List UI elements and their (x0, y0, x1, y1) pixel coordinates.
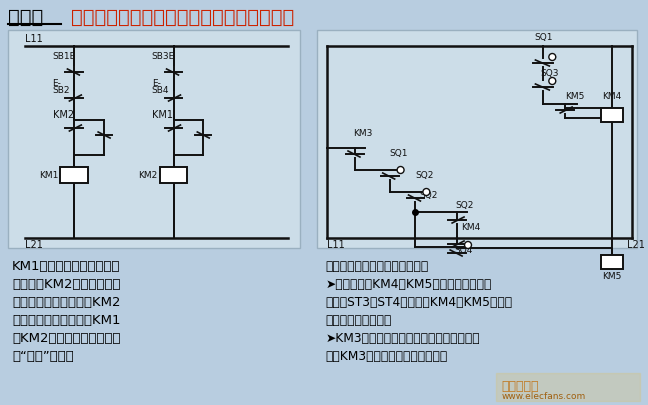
Text: SQ3: SQ3 (540, 69, 559, 78)
Text: L11: L11 (327, 240, 345, 250)
Text: 触点就将KM2接触器的线圈: 触点就将KM2接触器的线圈 (12, 278, 121, 291)
Bar (496, 373, 640, 401)
Text: L11: L11 (25, 34, 43, 44)
Circle shape (423, 188, 430, 196)
Text: ➤KM3得电主轴旋转后，才允许接通进给回: ➤KM3得电主轴旋转后，才允许接通进给回 (325, 332, 480, 345)
Text: KM1: KM1 (39, 171, 58, 179)
Text: E-: E- (152, 79, 161, 88)
Bar (601, 108, 623, 122)
Text: SB2: SB2 (52, 86, 70, 95)
Circle shape (465, 241, 472, 249)
Circle shape (397, 166, 404, 173)
Text: SQ4: SQ4 (454, 246, 472, 255)
Bar (60, 167, 88, 183)
Text: SB3E: SB3E (152, 52, 175, 61)
Text: 手柄使ST3或ST4也动作，KM4或KM5失电，: 手柄使ST3或ST4也动作，KM4或KM5失电， (325, 296, 513, 309)
Text: KM5: KM5 (565, 92, 584, 101)
Text: 互锁：: 互锁： (8, 8, 43, 27)
Text: KM1动作后，它的动断辅助: KM1动作后，它的动断辅助 (12, 260, 121, 273)
Text: KM1: KM1 (152, 110, 173, 120)
Text: 电子发烧友: 电子发烧友 (502, 380, 539, 393)
Text: L21: L21 (627, 240, 645, 250)
Bar (601, 255, 623, 269)
Circle shape (549, 53, 556, 60)
Text: L21: L21 (25, 240, 43, 250)
Text: SQ1: SQ1 (534, 33, 553, 42)
Text: 路。KM3打开，进给也自动停止。: 路。KM3打开，进给也自动停止。 (325, 350, 448, 363)
Text: KM3: KM3 (353, 129, 373, 138)
Text: 做“互锁”触点。: 做“互锁”触点。 (12, 350, 74, 363)
Text: E-: E- (52, 79, 62, 88)
Bar (159, 167, 187, 183)
Text: 通电回路断开，抑制了KM2: 通电回路断开，抑制了KM2 (12, 296, 121, 309)
Text: SQ1: SQ1 (389, 149, 408, 158)
Text: 和KM2的两对动断触点，称: 和KM2的两对动断触点，称 (12, 332, 121, 345)
Text: 操作手柄和行程开关形成联锁：: 操作手柄和行程开关形成联锁： (325, 260, 428, 273)
Bar (318, 30, 636, 248)
Bar (8, 30, 301, 248)
Text: SQ2: SQ2 (419, 191, 438, 200)
Text: SB1E: SB1E (52, 52, 76, 61)
Text: KM5: KM5 (602, 272, 621, 281)
Text: SQ2: SQ2 (415, 171, 434, 180)
Text: 一种联锁关系，强调触点之间的互相作用。: 一种联锁关系，强调触点之间的互相作用。 (71, 8, 295, 27)
Text: 进给运动自动停止。: 进给运动自动停止。 (325, 314, 391, 327)
Text: SQ2: SQ2 (455, 201, 474, 210)
Text: www.elecfans.com: www.elecfans.com (502, 392, 586, 401)
Text: KM4: KM4 (602, 92, 621, 101)
Text: KM2: KM2 (52, 110, 74, 120)
Text: SB4: SB4 (152, 86, 169, 95)
Text: KM2: KM2 (139, 171, 157, 179)
Circle shape (549, 77, 556, 85)
Text: KM4: KM4 (461, 223, 480, 232)
Text: ➤抜动手柄，KM4或KM5仍能得电。再抜动: ➤抜动手柄，KM4或KM5仍能得电。再抜动 (325, 278, 492, 291)
Text: 再动作，反之也一样，KM1: 再动作，反之也一样，KM1 (12, 314, 121, 327)
